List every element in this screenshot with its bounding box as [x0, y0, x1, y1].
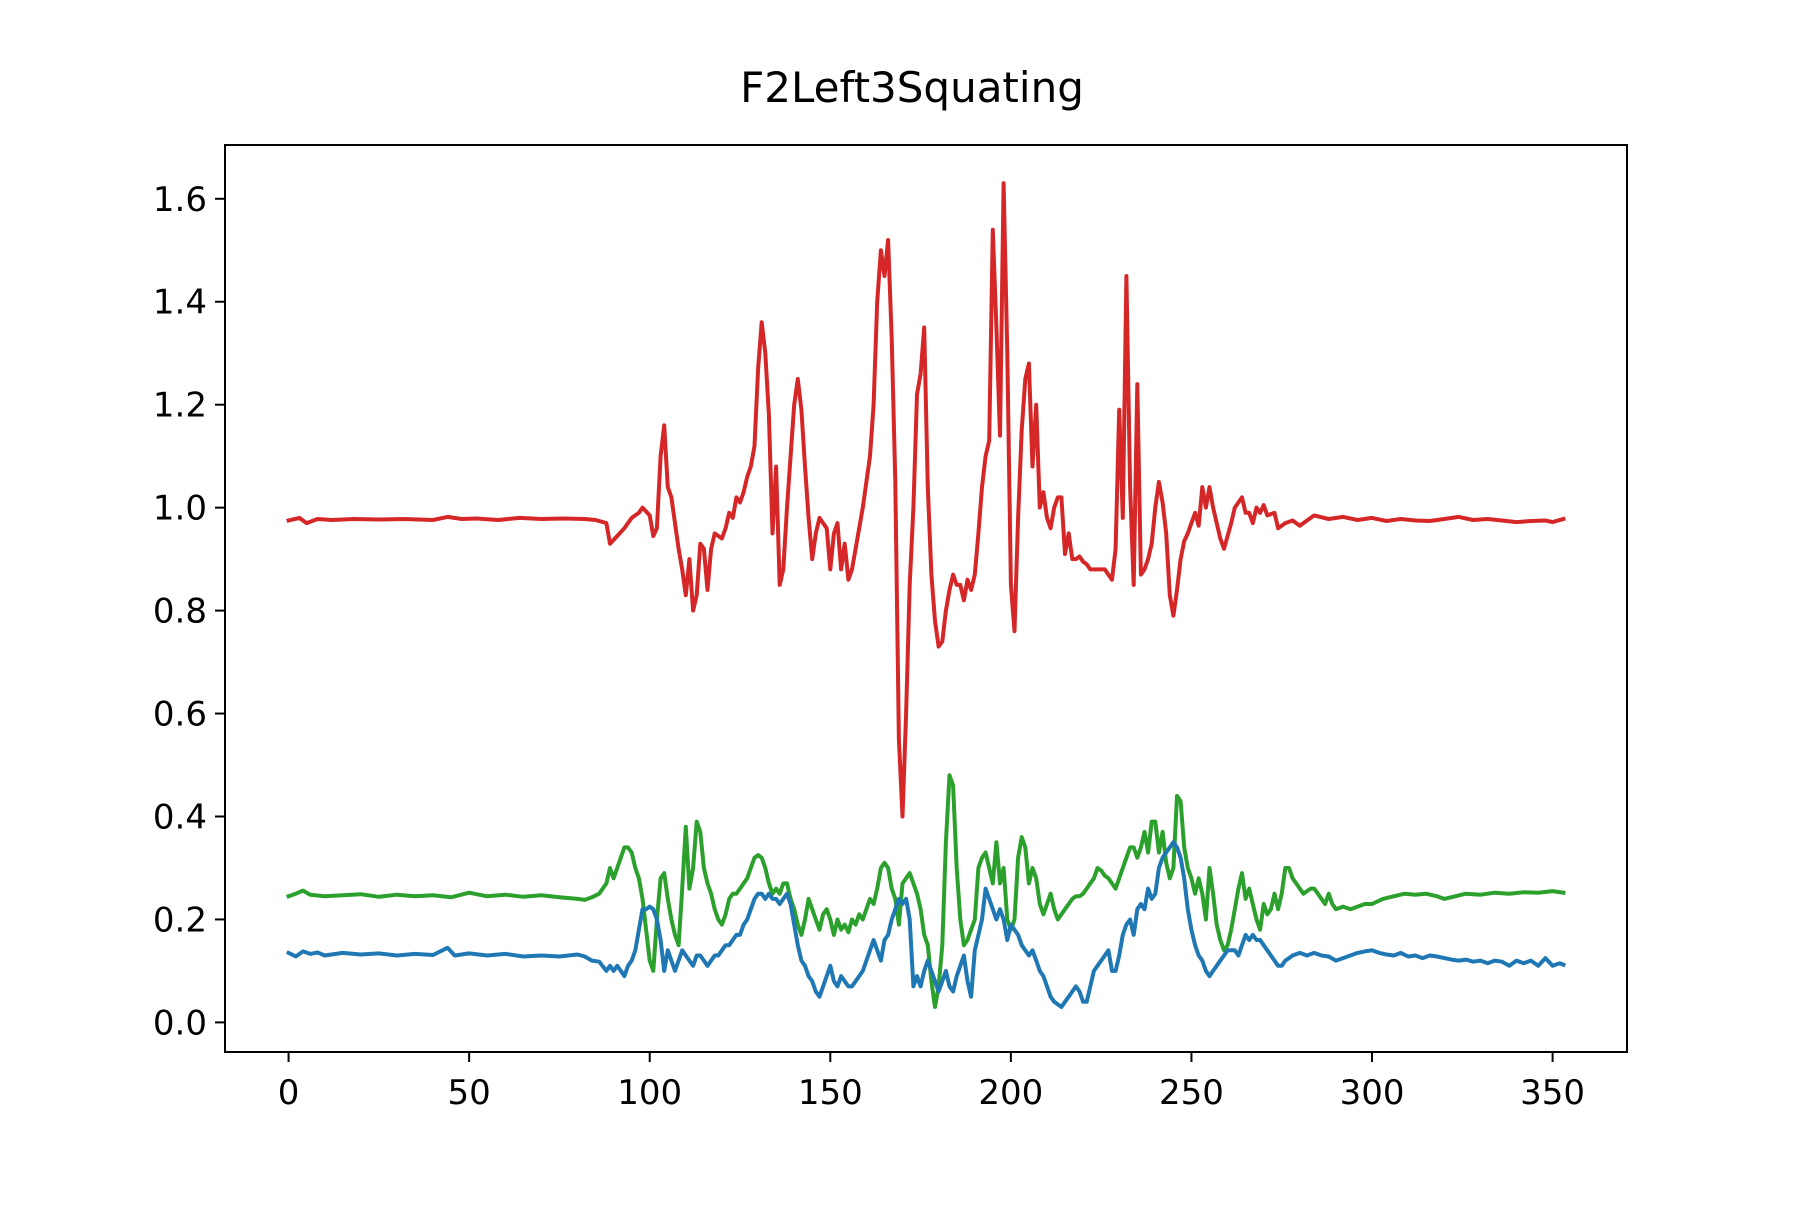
y-tick-label: 0.4 — [153, 797, 207, 837]
x-tick-label: 350 — [1520, 1073, 1585, 1113]
y-tick-label: 0.2 — [153, 900, 207, 940]
x-tick-label: 250 — [1159, 1073, 1224, 1113]
y-tick-label: 1.0 — [153, 489, 207, 529]
x-axis: 0 50 100 150 200 250 300 350 — [278, 1052, 1585, 1113]
y-tick-label: 0.0 — [153, 1003, 207, 1043]
series-line-2 — [286, 773, 1566, 1009]
x-tick-label: 200 — [978, 1073, 1043, 1113]
x-tick-label: 100 — [617, 1073, 682, 1113]
x-tick-label: 0 — [278, 1073, 300, 1113]
series-line-1 — [286, 181, 1566, 819]
y-tick-label: 1.2 — [153, 386, 207, 426]
x-tick-label: 150 — [798, 1073, 863, 1113]
y-tick-label: 0.8 — [153, 592, 207, 632]
axes-frame — [224, 144, 1628, 1053]
y-tick-label: 1.4 — [153, 283, 207, 323]
y-tick-label: 0.6 — [153, 695, 207, 735]
y-axis: 0.0 0.2 0.4 0.6 0.8 1.0 1.2 1.4 1.6 — [153, 180, 225, 1043]
series-layer — [285, 181, 1567, 1009]
x-tick-label: 300 — [1340, 1073, 1405, 1113]
y-tick-label: 1.6 — [153, 180, 207, 220]
chart-title: F2Left3Squating — [740, 63, 1084, 112]
x-tick-label: 50 — [448, 1073, 491, 1113]
series-line-3 — [285, 840, 1567, 1009]
